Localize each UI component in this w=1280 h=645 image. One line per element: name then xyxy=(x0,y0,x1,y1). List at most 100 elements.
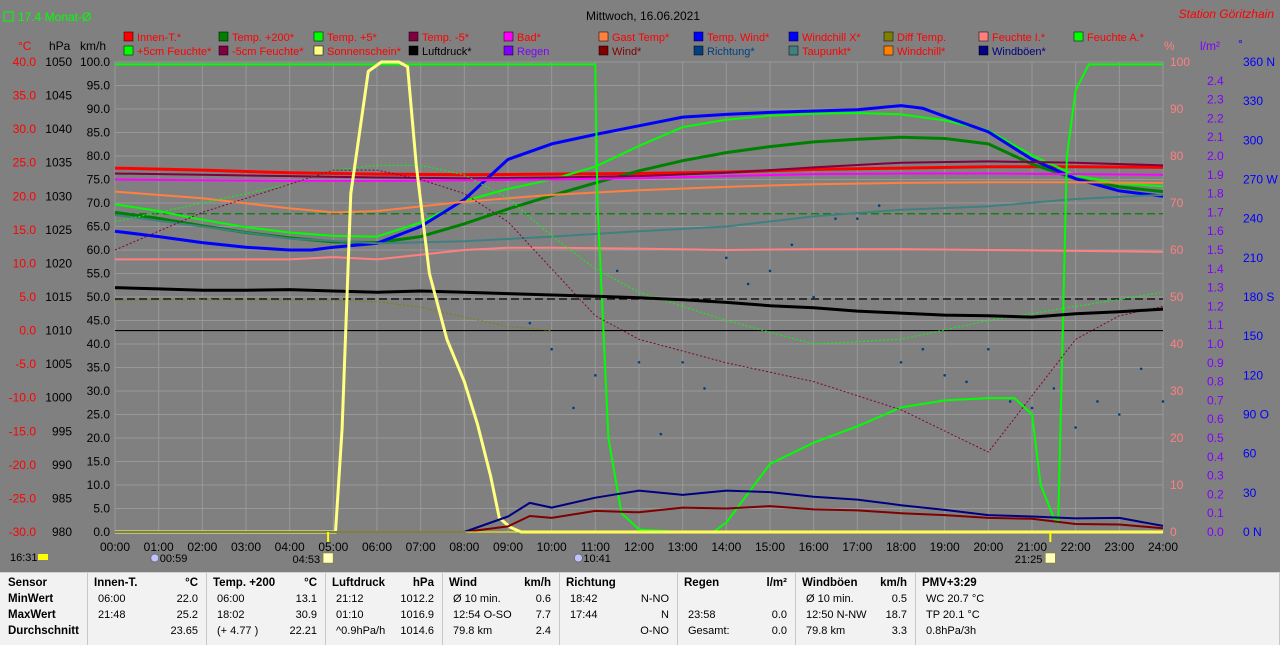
series-point-richtung xyxy=(834,217,837,220)
month-avg-indicator: 17.4 Monat-Ø xyxy=(3,10,91,24)
legend-label: Windchill X* xyxy=(802,32,861,44)
stats-cell-value: 22.0 xyxy=(176,593,198,605)
stats-cell-value: 13.1 xyxy=(295,593,317,605)
pressure-tick-label: 1045 xyxy=(45,89,72,103)
stats-cell-label: WC 20.7 °C xyxy=(926,593,985,605)
stats-unit: hPa xyxy=(412,577,434,589)
wind-tick-label: 15.0 xyxy=(87,455,111,469)
temp-tick-label: -20.0 xyxy=(9,458,37,472)
rain-tick-label: 0.1 xyxy=(1207,506,1224,520)
pressure-tick-label: 1005 xyxy=(45,357,72,371)
series-point-richtung xyxy=(703,387,706,390)
stats-cell-value: 22.21 xyxy=(289,625,317,637)
stats-cell-label: (+ 4.77 ) xyxy=(217,625,259,637)
stats-panel: Sensor MinWert MaxWert Durchschnitt Innen-T.… xyxy=(0,572,1280,645)
stats-cell-label: TP 20.1 °C xyxy=(926,609,980,621)
wind-tick-label: 30.0 xyxy=(87,384,111,398)
stats-cell-label: 06:00 xyxy=(98,593,126,605)
stats-column: Regen l/m² 23:58 0.0 Gesamt: 0.0 xyxy=(678,573,796,645)
legend-label: Innen-T.* xyxy=(137,32,182,44)
month-avg-swatch xyxy=(3,11,14,22)
series-point-richtung xyxy=(965,380,968,384)
legend-swatch xyxy=(313,31,324,42)
unit-kmh: km/h xyxy=(80,39,106,53)
legend-label: Temp. -5* xyxy=(422,32,470,44)
series-line-temp-5 xyxy=(114,160,1164,180)
rain-tick-label: 0.7 xyxy=(1207,393,1224,407)
series-point-richtung xyxy=(594,374,597,377)
humidity-tick-label: 70 xyxy=(1170,196,1184,210)
time-tick-label: 10:00 xyxy=(537,540,567,554)
stats-header: PMV+3:29 xyxy=(922,577,977,589)
legend-swatch xyxy=(313,45,324,56)
time-tick-label: 08:00 xyxy=(449,540,479,554)
time-tick-label: 13:00 xyxy=(668,540,698,554)
legend-label: Luftdruck* xyxy=(422,46,472,58)
temp-tick-label: 25.0 xyxy=(13,156,37,170)
sunrise-label: 04:53 xyxy=(293,554,321,566)
pressure-tick-label: 1050 xyxy=(45,55,72,69)
series-line-innen-t xyxy=(114,165,1164,177)
stats-cell-value: 0.5 xyxy=(891,593,907,605)
time-tick-label: 16:00 xyxy=(799,540,829,554)
pressure-tick-label: 980 xyxy=(52,525,72,539)
sunset-icon xyxy=(1045,552,1056,564)
stats-cell-value: 1014.6 xyxy=(400,625,434,637)
stats-column: Wind km/h Ø 10 min. 0.6 12:54 O-SO 7.7 79.8 km… xyxy=(443,573,560,645)
moon-2-icon xyxy=(574,553,583,563)
legend-swatch xyxy=(883,31,894,42)
stats-cell-value: 2.4 xyxy=(535,625,551,637)
stats-cell-value: 25.2 xyxy=(176,609,198,621)
series-layer xyxy=(114,60,1165,534)
direction-tick-label: 90 O xyxy=(1243,408,1269,422)
pressure-tick-label: 1030 xyxy=(45,189,72,203)
temp-tick-label: 0.0 xyxy=(19,324,36,338)
series-point-richtung xyxy=(987,347,990,351)
time-tick-label: 04:00 xyxy=(275,540,305,554)
rain-tick-label: 0.6 xyxy=(1207,412,1224,426)
series-point-richtung xyxy=(1030,406,1034,410)
legend-label: Bad* xyxy=(517,32,542,44)
wind-tick-label: 40.0 xyxy=(87,337,111,351)
stats-column: Richtung 18:42 N-NO 17:44 N O-NO xyxy=(560,573,678,645)
time-markers: 04:53 21:25 00:59 10:41 16:31 xyxy=(10,531,1163,566)
series-point-richtung xyxy=(1096,400,1099,403)
wind-tick-label: 75.0 xyxy=(87,173,111,187)
wind-tick-label: 90.0 xyxy=(87,102,111,116)
pressure-tick-label: 1040 xyxy=(45,122,72,136)
legend-swatch xyxy=(218,45,229,56)
rain-tick-label: 0.0 xyxy=(1207,525,1224,539)
rain-tick-label: 1.5 xyxy=(1207,243,1224,257)
humidity-tick-label: 20 xyxy=(1170,431,1184,445)
series-point-richtung xyxy=(550,347,553,351)
temp-tick-label: 15.0 xyxy=(13,223,37,237)
stats-cell-value: 0.6 xyxy=(535,593,551,605)
humidity-tick-label: 100 xyxy=(1170,55,1190,69)
stats-cell-label: 0.8hPa/3h xyxy=(926,625,977,637)
pressure-tick-label: 985 xyxy=(52,491,72,505)
stats-column: Temp. +200 °C 06:00 13.1 18:02 30.9 (+ 4.77 ) 2… xyxy=(207,573,326,645)
stats-row-label: MinWert xyxy=(8,593,54,605)
wind-tick-label: 45.0 xyxy=(87,314,111,328)
stats-header: Richtung xyxy=(566,577,616,589)
series-line-bad xyxy=(114,172,1164,182)
legend-label: Temp. +200* xyxy=(232,32,295,44)
time-tick-label: 07:00 xyxy=(406,540,436,554)
legend-label: Wind* xyxy=(612,46,642,58)
humidity-tick-label: 0 xyxy=(1170,525,1177,539)
legend-swatch xyxy=(693,45,704,56)
temp-tick-label: -5.0 xyxy=(15,357,36,371)
stats-header: Regen xyxy=(684,577,720,589)
direction-tick-label: 300 xyxy=(1243,133,1263,147)
time-tick-label: 23:00 xyxy=(1104,540,1134,554)
pressure-tick-label: 1025 xyxy=(45,223,72,237)
rain-tick-label: 0.8 xyxy=(1207,375,1224,389)
rain-tick-label: 1.4 xyxy=(1207,262,1224,276)
wind-tick-label: 5.0 xyxy=(93,502,110,516)
legend-label: Temp. +5* xyxy=(327,32,378,44)
pressure-tick-label: 1010 xyxy=(45,324,72,338)
stats-column: Windböen km/h Ø 10 min. 0.5 12:50 N-NW 18.7 79… xyxy=(796,573,916,645)
stats-row-label: Sensor xyxy=(8,577,47,589)
legend-swatch xyxy=(598,45,609,56)
series-point-richtung xyxy=(1008,400,1012,403)
